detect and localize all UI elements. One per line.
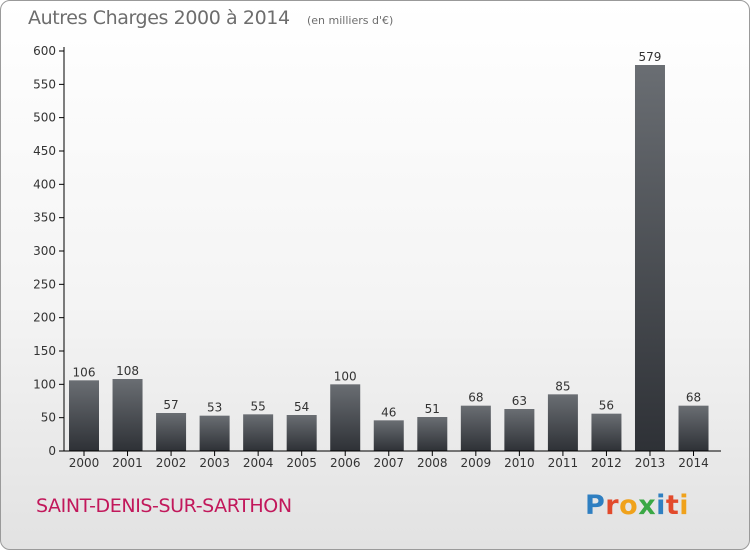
bar xyxy=(591,413,622,451)
bar-value-label: 53 xyxy=(207,401,222,415)
bar xyxy=(460,405,491,451)
bar xyxy=(417,417,448,451)
bar-value-label: 56 xyxy=(599,399,614,413)
logo-letter: o xyxy=(619,490,639,521)
bar xyxy=(678,405,709,451)
bar xyxy=(112,379,143,451)
bar xyxy=(634,65,665,451)
x-tick-label: 2005 xyxy=(286,456,317,470)
bar xyxy=(243,414,274,451)
bar xyxy=(330,384,361,451)
y-tick-label: 450 xyxy=(33,144,56,158)
y-tick-label: 0 xyxy=(48,444,56,458)
bar-value-label: 55 xyxy=(251,399,266,413)
bar xyxy=(547,394,578,451)
axes-group xyxy=(59,47,721,456)
bar xyxy=(156,413,187,451)
y-tick-label: 250 xyxy=(33,277,56,291)
x-tick-label: 2014 xyxy=(678,456,709,470)
bar xyxy=(199,415,230,451)
logo-letter: x xyxy=(638,490,657,521)
bar xyxy=(286,415,317,451)
bar-value-label: 85 xyxy=(555,379,570,393)
bar xyxy=(504,409,535,451)
bars-group xyxy=(69,65,709,451)
chart-title: Autres Charges 2000 à 2014 xyxy=(28,7,290,29)
y-tick-label: 100 xyxy=(33,377,56,391)
bar-value-label: 106 xyxy=(73,365,96,379)
y-tick-label: 50 xyxy=(41,411,56,425)
chart-unit: (en milliers d'€) xyxy=(307,14,394,27)
bar-value-label: 57 xyxy=(163,398,178,412)
y-tick-label: 300 xyxy=(33,244,56,258)
x-tick-label: 2013 xyxy=(635,456,666,470)
y-tick-label: 600 xyxy=(33,44,56,58)
logo-letter: t xyxy=(665,490,680,521)
x-tick-label: 2009 xyxy=(461,456,492,470)
commune-name: SAINT-DENIS-SUR-SARTHON xyxy=(36,495,292,517)
bar-value-label: 63 xyxy=(512,394,527,408)
bar-value-label: 54 xyxy=(294,400,309,414)
x-tick-label: 2001 xyxy=(112,456,143,470)
bar-value-label: 68 xyxy=(468,391,483,405)
y-tick-label: 350 xyxy=(33,211,56,225)
y-tick-label: 550 xyxy=(33,77,56,91)
bar-value-label: 68 xyxy=(686,391,701,405)
proxiti-logo: Proxiti xyxy=(585,490,689,521)
bar-value-label: 100 xyxy=(334,369,357,383)
logo-letter: i xyxy=(679,490,690,521)
bar-value-label: 108 xyxy=(116,364,139,378)
x-tick-label: 2010 xyxy=(504,456,535,470)
bar-value-label: 46 xyxy=(381,405,396,419)
bar-value-label: 579 xyxy=(639,50,662,64)
x-tick-label: 2003 xyxy=(199,456,230,470)
x-tick-label: 2006 xyxy=(330,456,361,470)
logo-letter: i xyxy=(656,490,666,521)
labels-group: 0 50 100 150 200 250 300 350 400 450 500 550 600 2000… xyxy=(33,44,709,470)
x-tick-label: 2008 xyxy=(417,456,448,470)
x-tick-label: 2011 xyxy=(548,456,579,470)
y-tick-label: 500 xyxy=(33,111,56,125)
x-tick-label: 2000 xyxy=(69,456,100,470)
x-tick-label: 2007 xyxy=(373,456,404,470)
bar-value-label: 51 xyxy=(425,402,440,416)
x-tick-label: 2004 xyxy=(243,456,274,470)
y-tick-label: 400 xyxy=(33,177,56,191)
logo-letter: P xyxy=(585,490,606,521)
x-tick-label: 2012 xyxy=(591,456,622,470)
logo-letter: r xyxy=(605,490,620,521)
x-tick-label: 2002 xyxy=(156,456,187,470)
y-tick-label: 200 xyxy=(33,311,56,325)
bar xyxy=(69,380,99,451)
bar xyxy=(373,420,404,451)
y-tick-label: 150 xyxy=(33,344,56,358)
